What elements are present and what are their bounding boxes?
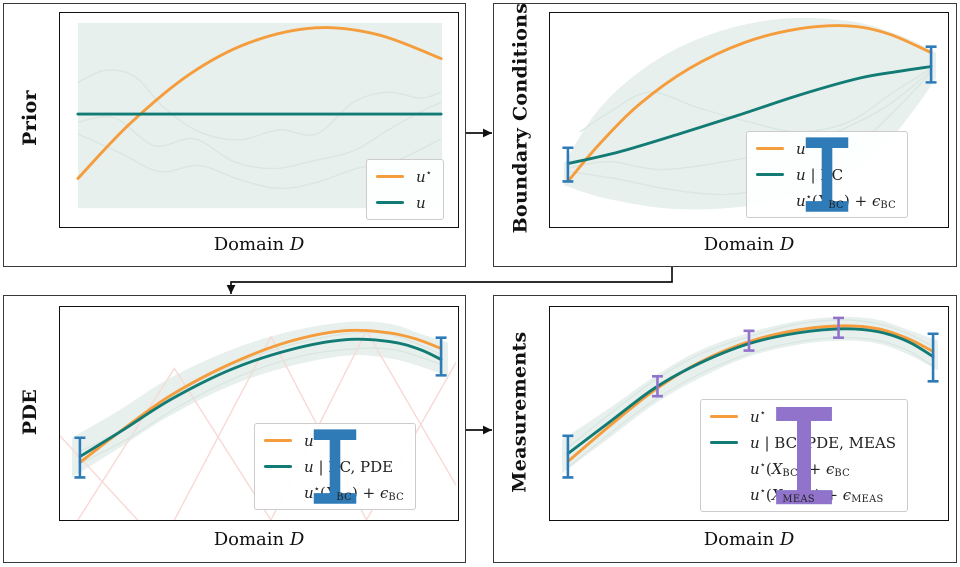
xlabel-pde: Domain D xyxy=(59,529,459,550)
plot-canvas-measurements xyxy=(561,316,939,479)
legend-item: u⋆(XBC) + ϵBC xyxy=(263,429,404,504)
pde-basis-line xyxy=(60,435,139,520)
curve-u_star xyxy=(78,328,443,464)
errorbar-blue xyxy=(562,434,574,479)
xlabel-bc-var: D xyxy=(779,234,795,255)
xlabel-prior-roman: Domain xyxy=(213,234,285,255)
pde-basis-line xyxy=(77,367,272,520)
panel-pde: PDE u⋆ u | BC, PDE u⋆(XBC) + ϵBC Domain D xyxy=(3,295,466,563)
xlabel-meas-var: D xyxy=(779,529,795,550)
errorbar-blue xyxy=(925,45,937,84)
curve-u_given_bc_pde xyxy=(78,337,443,459)
row-label-prior: Prior xyxy=(4,4,56,232)
xlabel-boundary-conditions: Domain D xyxy=(549,234,949,255)
row-label-boundary-conditions: Boundary Conditions xyxy=(494,2,546,234)
posterior-sample-path xyxy=(79,347,442,465)
arrow-bc-to-pde-head xyxy=(226,285,236,294)
legend-measurements: u⋆ u | BC, PDE, MEAS u⋆(XBC) + ϵBC u⋆(XMEAS… xyxy=(700,399,909,512)
plot-area-measurements: u⋆ u | BC, PDE, MEAS u⋆(XBC) + ϵBC u⋆(XMEAS… xyxy=(549,306,949,521)
xlabel-measurements: Domain D xyxy=(549,529,949,550)
curve-u_given_bc_pde_meas xyxy=(566,327,935,456)
legend-item-label: u⋆ xyxy=(416,167,432,186)
curve-u_given_bc xyxy=(566,65,933,166)
legend-line-swatch xyxy=(375,174,405,179)
curve-u_star xyxy=(566,324,935,463)
legend-line-swatch xyxy=(263,438,293,443)
errorbar-blue xyxy=(927,332,939,383)
plot-area-pde: u⋆ u | BC, PDE u⋆(XBC) + ϵBC xyxy=(59,306,459,521)
errorbar-purple xyxy=(651,375,663,398)
legend-line-swatch xyxy=(709,440,739,445)
xlabel-prior: Domain D xyxy=(59,234,459,255)
legend-boundary-conditions: u⋆ u | BC u⋆(XBC) + ϵBC xyxy=(746,131,908,218)
row-label-measurements: Measurements xyxy=(494,296,546,528)
legend-item-label: u xyxy=(416,193,426,212)
legend-pde: u⋆ u | BC, PDE u⋆(XBC) + ϵBC xyxy=(254,423,416,510)
posterior-sample-path xyxy=(567,319,934,449)
legend-item: u⋆(XMEAS) + ϵMEAS xyxy=(709,406,896,506)
xlabel-prior-var: D xyxy=(289,234,305,255)
errorbar-blue xyxy=(435,336,447,377)
posterior-sample-path xyxy=(77,69,442,141)
panel-boundary-conditions: Boundary Conditions u⋆ u | BC u⋆(XBC) + ϵB… xyxy=(493,3,957,267)
curve-u_star xyxy=(76,26,443,180)
errorbar-blue xyxy=(74,436,86,479)
plot-canvas-prior xyxy=(76,22,443,209)
plot-canvas-pde xyxy=(60,321,457,520)
xlabel-pde-roman: Domain xyxy=(213,529,285,550)
row-label-measurements-text: Measurements xyxy=(509,331,531,493)
panel-measurements: Measurements u⋆ u | BC, PDE, MEAS u⋆(XBC) … xyxy=(493,295,957,563)
legend-item: u⋆ xyxy=(375,165,432,188)
posterior-sample-path xyxy=(77,101,442,170)
legend-line-swatch xyxy=(375,200,405,205)
xlabel-bc-roman: Domain xyxy=(703,234,775,255)
legend-item-label: u⋆ xyxy=(750,407,766,426)
xlabel-meas-roman: Domain xyxy=(703,529,775,550)
row-label-boundary-conditions-text: Boundary Conditions xyxy=(509,2,531,234)
posterior-sample-path xyxy=(579,67,932,133)
legend-line-swatch xyxy=(755,146,785,151)
plot-area-boundary-conditions: u⋆ u | BC u⋆(XBC) + ϵBC xyxy=(549,12,949,228)
posterior-sample-path xyxy=(567,337,934,469)
legend-item: u⋆ xyxy=(709,405,896,428)
errorbar-purple xyxy=(833,316,845,339)
panel-prior: Prior u⋆ u Domain D xyxy=(3,3,466,267)
curve-u_star xyxy=(566,24,933,183)
arrow-prior-to-bc-head xyxy=(483,128,492,138)
row-label-pde-text: PDE xyxy=(19,388,41,436)
legend-prior: u⋆ u xyxy=(366,159,444,220)
xlabel-pde-var: D xyxy=(289,529,305,550)
row-label-pde: PDE xyxy=(4,296,56,528)
errorbar-purple xyxy=(743,329,755,352)
arrow-pde-to-meas-head xyxy=(483,425,492,435)
arrow-bc-to-pde-line xyxy=(230,267,673,294)
row-label-prior-text: Prior xyxy=(19,90,42,146)
plot-area-prior: u⋆ u xyxy=(59,12,459,228)
legend-line-swatch xyxy=(709,414,739,419)
legend-line-swatch xyxy=(263,464,293,469)
legend-item: u⋆(XBC) + ϵBC xyxy=(755,137,896,212)
errorbar-blue xyxy=(562,146,574,183)
legend-item: u xyxy=(375,191,432,214)
legend-line-swatch xyxy=(755,172,785,177)
